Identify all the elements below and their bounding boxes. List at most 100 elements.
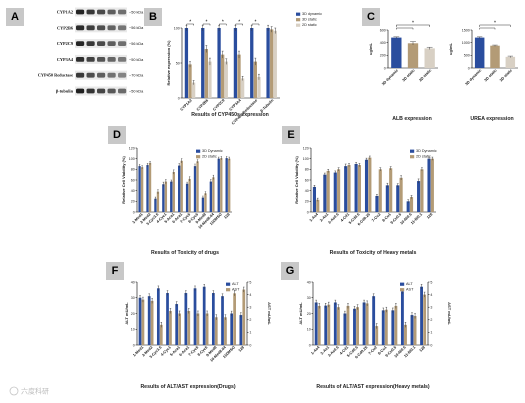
bar (184, 293, 188, 345)
category-label: 1-As4 (309, 212, 320, 223)
legend-swatch (410, 155, 415, 159)
y-tick-label-right: 2 (249, 318, 251, 322)
legend-swatch (226, 282, 231, 286)
bar (208, 61, 212, 98)
legend-swatch (296, 18, 301, 22)
blot-band (118, 9, 127, 15)
category-label: 128 (223, 212, 230, 219)
blot-row-kda: ~56 kDa (129, 42, 144, 46)
y-tick-label: 120 (129, 146, 135, 150)
bar (317, 305, 321, 345)
panel-c-label: C (367, 11, 375, 23)
panel-a-western-blot: A CYP1A2 ~50 kDa CYP2B6 ~56 kDa CYP2C9 ~56 kD… (6, 7, 144, 96)
y-tick-label: 20 (305, 200, 309, 204)
bar (270, 29, 274, 98)
bar (399, 177, 403, 212)
bar (372, 296, 376, 345)
bar (266, 28, 270, 98)
blot-band (86, 41, 95, 46)
significance-star: * (255, 19, 257, 25)
bar (156, 191, 160, 212)
bar (354, 164, 358, 212)
bar (217, 28, 221, 98)
bar (420, 286, 424, 345)
x-axis-title: Results of ALT/AST expression(Heavy meta… (316, 384, 430, 390)
bar (193, 166, 197, 212)
blot-band (118, 57, 127, 62)
bar (201, 28, 205, 98)
blot-band (97, 9, 106, 15)
y-axis-label-right: AST mU/mL (447, 302, 452, 325)
category-label: 7-Cyc5 (180, 212, 192, 224)
bar (239, 315, 243, 345)
significance-bracket (251, 23, 260, 26)
y-tick-label: 20 (307, 312, 311, 316)
bar (225, 158, 228, 212)
category-label: 8-Cyc5 (187, 212, 199, 224)
y-tick-label: 80 (305, 168, 309, 172)
y-tick-label-right: 4 (249, 293, 251, 297)
blot-row-kda: ~50 kDa (129, 89, 144, 93)
y-axis-label: Relative Cell Viability (%) (121, 156, 126, 204)
legend-swatch (296, 12, 301, 16)
bar (250, 28, 254, 98)
bar (474, 37, 485, 68)
category-label: 4-Cyc1 (160, 345, 172, 357)
bar (178, 165, 181, 212)
bar (220, 158, 223, 212)
blot-row-label: CYP3A4 (57, 57, 74, 62)
bar (191, 82, 196, 98)
bar (201, 197, 205, 212)
y-tick-label: 40 (131, 280, 135, 284)
y-axis-label: ALT mU/mL (124, 302, 129, 325)
blot-band (107, 9, 116, 15)
bar (391, 310, 395, 345)
bar (375, 326, 379, 345)
blot-band (107, 25, 116, 31)
bar (147, 296, 151, 345)
bar (400, 291, 404, 345)
y-axis-label: ALT mU/mL (298, 302, 303, 325)
bar (346, 305, 350, 345)
y-tick-label: 0 (133, 343, 135, 347)
bar (404, 324, 407, 345)
bar (217, 158, 220, 212)
legend-label: ALT (232, 282, 239, 286)
bar (410, 315, 414, 345)
y-tick-label-right: 5 (430, 280, 432, 284)
blot-band (97, 41, 106, 46)
y-tick-label: 0 (307, 210, 309, 214)
panel-e-heavy-metal-toxicity: E 0 20 40 60 80 100 120 Relative Cell Viability… (282, 126, 437, 256)
blot-row-kda: ~50 kDa (129, 10, 144, 14)
y-tick-label: 50 (176, 61, 180, 65)
y-tick-label-right: 1 (249, 331, 251, 335)
significance-bracket (186, 23, 194, 26)
bar (178, 313, 181, 345)
bar (316, 199, 320, 212)
significance-bracket (479, 24, 511, 27)
watermark-text: 六度科研 (21, 387, 49, 396)
category-label: 6-Aca1 (172, 212, 184, 224)
bar (375, 196, 379, 212)
bar (240, 78, 245, 98)
bar (138, 166, 141, 212)
category-label: 128 (426, 212, 433, 219)
blot-band (86, 9, 95, 15)
panel-b-label-box (144, 8, 162, 26)
bar (162, 184, 165, 212)
bar (357, 165, 362, 212)
y-tick-label: 60 (131, 178, 135, 182)
significance-star: * (189, 19, 191, 25)
panel-f-label: F (112, 265, 119, 277)
watermark-icon (9, 386, 19, 396)
bar (381, 310, 385, 345)
blot-band (107, 41, 116, 46)
panel-e-label-box (282, 126, 300, 144)
y-tick-label: 600 (380, 28, 386, 32)
blot-row-kda: ~50 kDa (129, 58, 144, 62)
blot-band (97, 57, 106, 62)
bar (230, 313, 234, 345)
blot-band (97, 88, 106, 94)
bar (159, 324, 163, 345)
